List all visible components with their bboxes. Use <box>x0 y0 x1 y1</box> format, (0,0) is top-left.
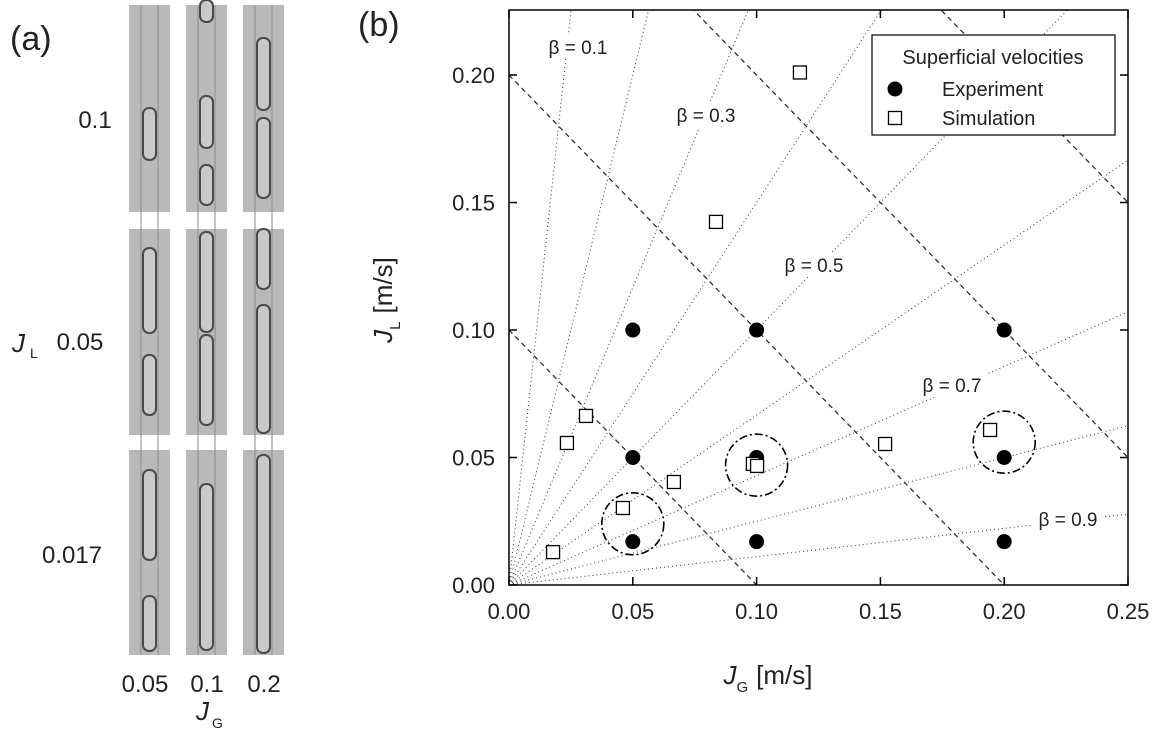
point <box>996 322 1012 338</box>
point <box>996 534 1012 550</box>
photo-grid <box>129 0 284 655</box>
col-label: 0.05 <box>122 671 169 698</box>
legend-title: Superficial velocities <box>902 47 1083 69</box>
x-label-subscript: G <box>736 679 748 696</box>
panel-b: (b) β = 0.1 β = 0.3 β = 0.5 β = 0.7 β = 0.9 0… <box>358 6 1150 696</box>
y-tick-label: 0.15 <box>452 191 495 216</box>
legend-label: Simulation <box>942 108 1035 130</box>
y-label-symbol: J <box>11 328 26 358</box>
y-tick-label: 0.10 <box>452 318 495 343</box>
beta-line <box>509 10 749 585</box>
beta-label: β = 0.7 <box>923 376 982 397</box>
point <box>877 436 893 452</box>
point <box>666 474 682 490</box>
x-tick-label: 0.05 <box>611 599 654 624</box>
col-label: 0.2 <box>247 671 280 698</box>
legend-box <box>871 34 1116 136</box>
highlight-circle <box>724 433 789 497</box>
row-label: 0.05 <box>57 329 104 356</box>
x-label-symbol: J <box>722 660 737 690</box>
beta-line <box>509 425 1128 585</box>
x-tick-label: 0.25 <box>1107 599 1150 624</box>
beta-label-bg <box>670 103 742 127</box>
point <box>578 408 594 424</box>
highlight-circle <box>600 492 665 556</box>
point <box>545 544 561 560</box>
beta-label-bg <box>542 35 614 59</box>
y-tick-label: 0.00 <box>452 573 495 598</box>
y-tick-label: 0.20 <box>452 63 495 88</box>
total-velocity-line <box>692 10 1128 459</box>
x-tick-label: 0.20 <box>983 599 1026 624</box>
panel-label: (b) <box>358 6 400 44</box>
point <box>996 450 1012 466</box>
beta-line <box>509 10 882 585</box>
point <box>559 435 575 451</box>
panel-label: (a) <box>10 20 52 58</box>
x-label-subscript: G <box>212 715 223 731</box>
point <box>708 214 724 230</box>
beta-line <box>509 311 1128 585</box>
row-label: 0.017 <box>42 542 102 569</box>
beta-line <box>509 10 1068 585</box>
point <box>625 450 641 466</box>
y-label-subscript: L <box>387 322 404 330</box>
point <box>792 65 808 80</box>
x-label-unit: [m/s] <box>756 660 812 690</box>
x-tick-label: 0.10 <box>735 599 778 624</box>
y-tick-label: 0.05 <box>452 446 495 471</box>
y-label-subscript: L <box>30 345 38 361</box>
beta-label-bg <box>916 373 988 397</box>
beta-label-bg <box>1032 507 1104 531</box>
legend-marker <box>887 110 903 126</box>
col-label: 0.1 <box>190 671 223 698</box>
row-label: 0.1 <box>78 107 111 134</box>
y-axis-label: JL [m/s] <box>368 257 404 344</box>
y-label-symbol: J <box>368 329 398 344</box>
point <box>615 500 631 516</box>
y-label-unit: [m/s] <box>368 257 398 313</box>
beta-label-bg <box>778 253 850 277</box>
point <box>625 322 641 338</box>
x-axis-label: JG [m/s] <box>722 660 812 696</box>
x-label-symbol: J <box>195 696 210 726</box>
legend-marker <box>887 81 903 97</box>
x-tick-label: 0.15 <box>859 599 902 624</box>
beta-label: β = 0.5 <box>785 256 844 277</box>
plot-frame <box>508 9 1129 586</box>
beta-label: β = 0.1 <box>549 38 608 59</box>
beta-label: β = 0.9 <box>1039 510 1098 531</box>
beta-line <box>509 10 572 585</box>
point <box>749 322 765 338</box>
panel-a: (a) 0.1 0.05 0.017 J L 0.05 0.1 0.2 J G <box>10 0 284 731</box>
beta-label: β = 0.3 <box>677 106 736 127</box>
x-tick-label: 0.00 <box>488 599 531 624</box>
highlight-circle <box>972 410 1037 475</box>
point <box>749 458 765 474</box>
point <box>749 534 765 550</box>
point <box>625 534 641 550</box>
legend-label: Experiment <box>942 79 1044 101</box>
point <box>982 422 998 438</box>
